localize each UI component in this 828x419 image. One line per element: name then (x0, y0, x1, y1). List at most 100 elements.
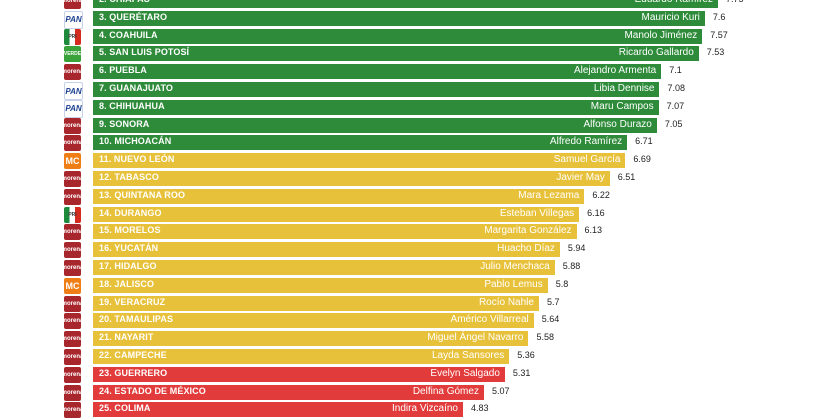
bar-row: morena 20. TAMAULIPAS Américo Villarreal 5.… (0, 312, 828, 330)
pan-party-logo: PAN (64, 10, 83, 29)
governor-name: Miguel Ángel Navarro (427, 332, 524, 344)
morena-party-logo: morena (64, 0, 81, 9)
bar-row: PAN 3. QUERÉTARO Mauricio Kuri 7.6 (0, 10, 828, 29)
bar-row: morena 22. CAMPECHE Layda Sansores 5.36 (0, 348, 828, 366)
bar: 11. NUEVO LEÓN Samuel García (93, 153, 626, 169)
mc-party-logo: MC (64, 277, 81, 294)
governor-name: Américo Villarreal (450, 314, 529, 326)
state-label: 25. COLIMA (99, 403, 151, 414)
bar: 12. TABASCO Javier May (93, 171, 610, 186)
bar: 21. NAYARIT Miguel Ángel Navarro (93, 331, 529, 347)
score-label: 7.53 (706, 47, 725, 58)
bar-row: morena 12. TABASCO Javier May 6.51 (0, 170, 828, 188)
pri-party-logo: PRI (64, 28, 81, 45)
score-label: 5.07 (491, 385, 510, 396)
mc-party-logo: MC (64, 153, 81, 170)
bar: 18. JALISCO Pablo Lemus (93, 277, 548, 293)
score-label: 6.13 (584, 225, 603, 236)
morena-party-logo: morena (64, 117, 81, 134)
morena-party-logo: morena (64, 260, 81, 276)
bar: 5. SAN LUIS POTOSÍ Ricardo Gallardo (93, 46, 699, 62)
score-label: 5.94 (567, 243, 586, 254)
bar: 2. CHIAPAS Eduardo Ramírez (93, 0, 718, 8)
governor-name: Huacho Díaz (497, 243, 555, 255)
governor-name: Layda Sansores (432, 350, 505, 361)
governor-name: Manolo Jiménez (624, 29, 698, 41)
score-label: 6.22 (592, 189, 610, 200)
score-label: 6.69 (633, 154, 651, 165)
state-label: 12. TABASCO (99, 172, 159, 182)
governor-name: Alfonso Durazo (583, 118, 652, 130)
bar: 3. QUERÉTARO Mauricio Kuri (93, 10, 705, 26)
state-label: 16. YUCATÁN (99, 243, 159, 254)
morena-party-logo: morena (64, 366, 81, 383)
governor-name: Delfina Gómez (412, 385, 479, 397)
state-label: 8. CHIHUAHUA (99, 100, 165, 111)
morena-party-logo: morena (64, 188, 81, 205)
pan-party-logo: PAN (64, 82, 83, 100)
bar: 25. COLIMA Indira Vizcaíno (93, 402, 463, 418)
state-label: 23. GUERRERO (99, 367, 168, 378)
state-label: 13. QUINTANA ROO (99, 189, 186, 200)
bar-row: morena 17. HIDALGO Julio Menchaca 5.88 (0, 259, 828, 277)
bar: 24. ESTADO DE MÉXICO Delfina Gómez (93, 384, 484, 400)
governor-name: Maru Campos (590, 100, 654, 112)
pvem-party-logo: VERDE (64, 46, 81, 63)
state-label: 18. JALISCO (99, 278, 155, 289)
state-label: 14. DURANGO (99, 207, 162, 218)
state-label: 10. MICHOACÁN (99, 136, 172, 147)
morena-party-logo: morena (64, 64, 81, 81)
bar-row: morena 16. YUCATÁN Huacho Díaz 5.94 (0, 241, 828, 259)
bar: 20. TAMAULIPAS Américo Villarreal (93, 313, 534, 329)
bar-row: PRI 14. DURANGO Esteban Villegas 6.16 (0, 206, 828, 224)
bar-row: morena 9. SONORA Alfonso Durazo 7.05 (0, 117, 828, 135)
state-label: 7. GUANAJUATO (99, 83, 173, 93)
pan-party-logo: PAN (64, 99, 83, 118)
score-label: 6.71 (635, 136, 653, 147)
governor-name: Ricardo Gallardo (618, 47, 694, 59)
score-label: 5.8 (555, 278, 569, 289)
bar-row: morena 6. PUEBLA Alejandro Armenta 7.1 (0, 63, 828, 81)
morena-party-logo: morena (64, 313, 81, 330)
bar: 8. CHIHUAHUA Maru Campos (93, 99, 659, 115)
morena-party-logo: morena (64, 135, 81, 152)
morena-party-logo: morena (64, 224, 81, 241)
score-label: 7.75 (726, 0, 744, 4)
bar-row: PRI 4. COAHUILA Manolo Jiménez 7.57 (0, 28, 828, 46)
governor-name: Mara Lezama (518, 189, 580, 201)
state-label: 3. QUERÉTARO (99, 11, 168, 22)
morena-party-logo: morena (64, 349, 81, 365)
state-label: 4. COAHUILA (99, 29, 158, 40)
pri-party-logo: PRI (64, 206, 81, 223)
state-label: 17. HIDALGO (99, 261, 157, 271)
score-label: 7.05 (664, 118, 683, 129)
bar: 7. GUANAJUATO Libia Dennise (93, 82, 660, 97)
score-label: 5.31 (512, 367, 531, 378)
score-label: 7.07 (666, 100, 685, 111)
state-label: 9. SONORA (99, 118, 150, 129)
morena-party-logo: morena (64, 295, 81, 312)
bar: 13. QUINTANA ROO Mara Lezama (93, 188, 585, 204)
bar-row: VERDE 5. SAN LUIS POTOSÍ Ricardo Gallardo 7… (0, 45, 828, 63)
state-label: 20. TAMAULIPAS (99, 314, 174, 325)
bar-row: morena 10. MICHOACÁN Alfredo Ramírez 6.71 (0, 134, 828, 152)
bar: 17. HIDALGO Julio Menchaca (93, 260, 555, 275)
bar-row: morena 24. ESTADO DE MÉXICO Delfina Gómez 5… (0, 384, 828, 402)
state-label: 15. MORELOS (99, 225, 161, 236)
state-label: 5. SAN LUIS POTOSÍ (99, 47, 190, 58)
governor-name: Alejandro Armenta (573, 65, 657, 77)
governor-name: Pablo Lemus (484, 278, 543, 290)
bar: 15. MORELOS Margarita González (93, 224, 577, 240)
state-label: 2. CHIAPAS (99, 0, 150, 4)
governor-name: Eduardo Ramírez (635, 0, 713, 5)
bar: 4. COAHUILA Manolo Jiménez (93, 28, 703, 44)
bar-row: morena 13. QUINTANA ROO Mara Lezama 6.22 (0, 188, 828, 206)
bar-row: PAN 7. GUANAJUATO Libia Dennise 7.08 (0, 81, 828, 100)
score-label: 7.1 (669, 65, 682, 76)
score-label: 5.64 (541, 314, 560, 325)
bar-row: morena 23. GUERRERO Evelyn Salgado 5.31 (0, 366, 828, 384)
score-label: 7.08 (667, 83, 686, 93)
governor-name: Indira Vizcaíno (392, 403, 458, 415)
bar: 16. YUCATÁN Huacho Díaz (93, 242, 560, 258)
state-label: 6. PUEBLA (99, 65, 147, 76)
